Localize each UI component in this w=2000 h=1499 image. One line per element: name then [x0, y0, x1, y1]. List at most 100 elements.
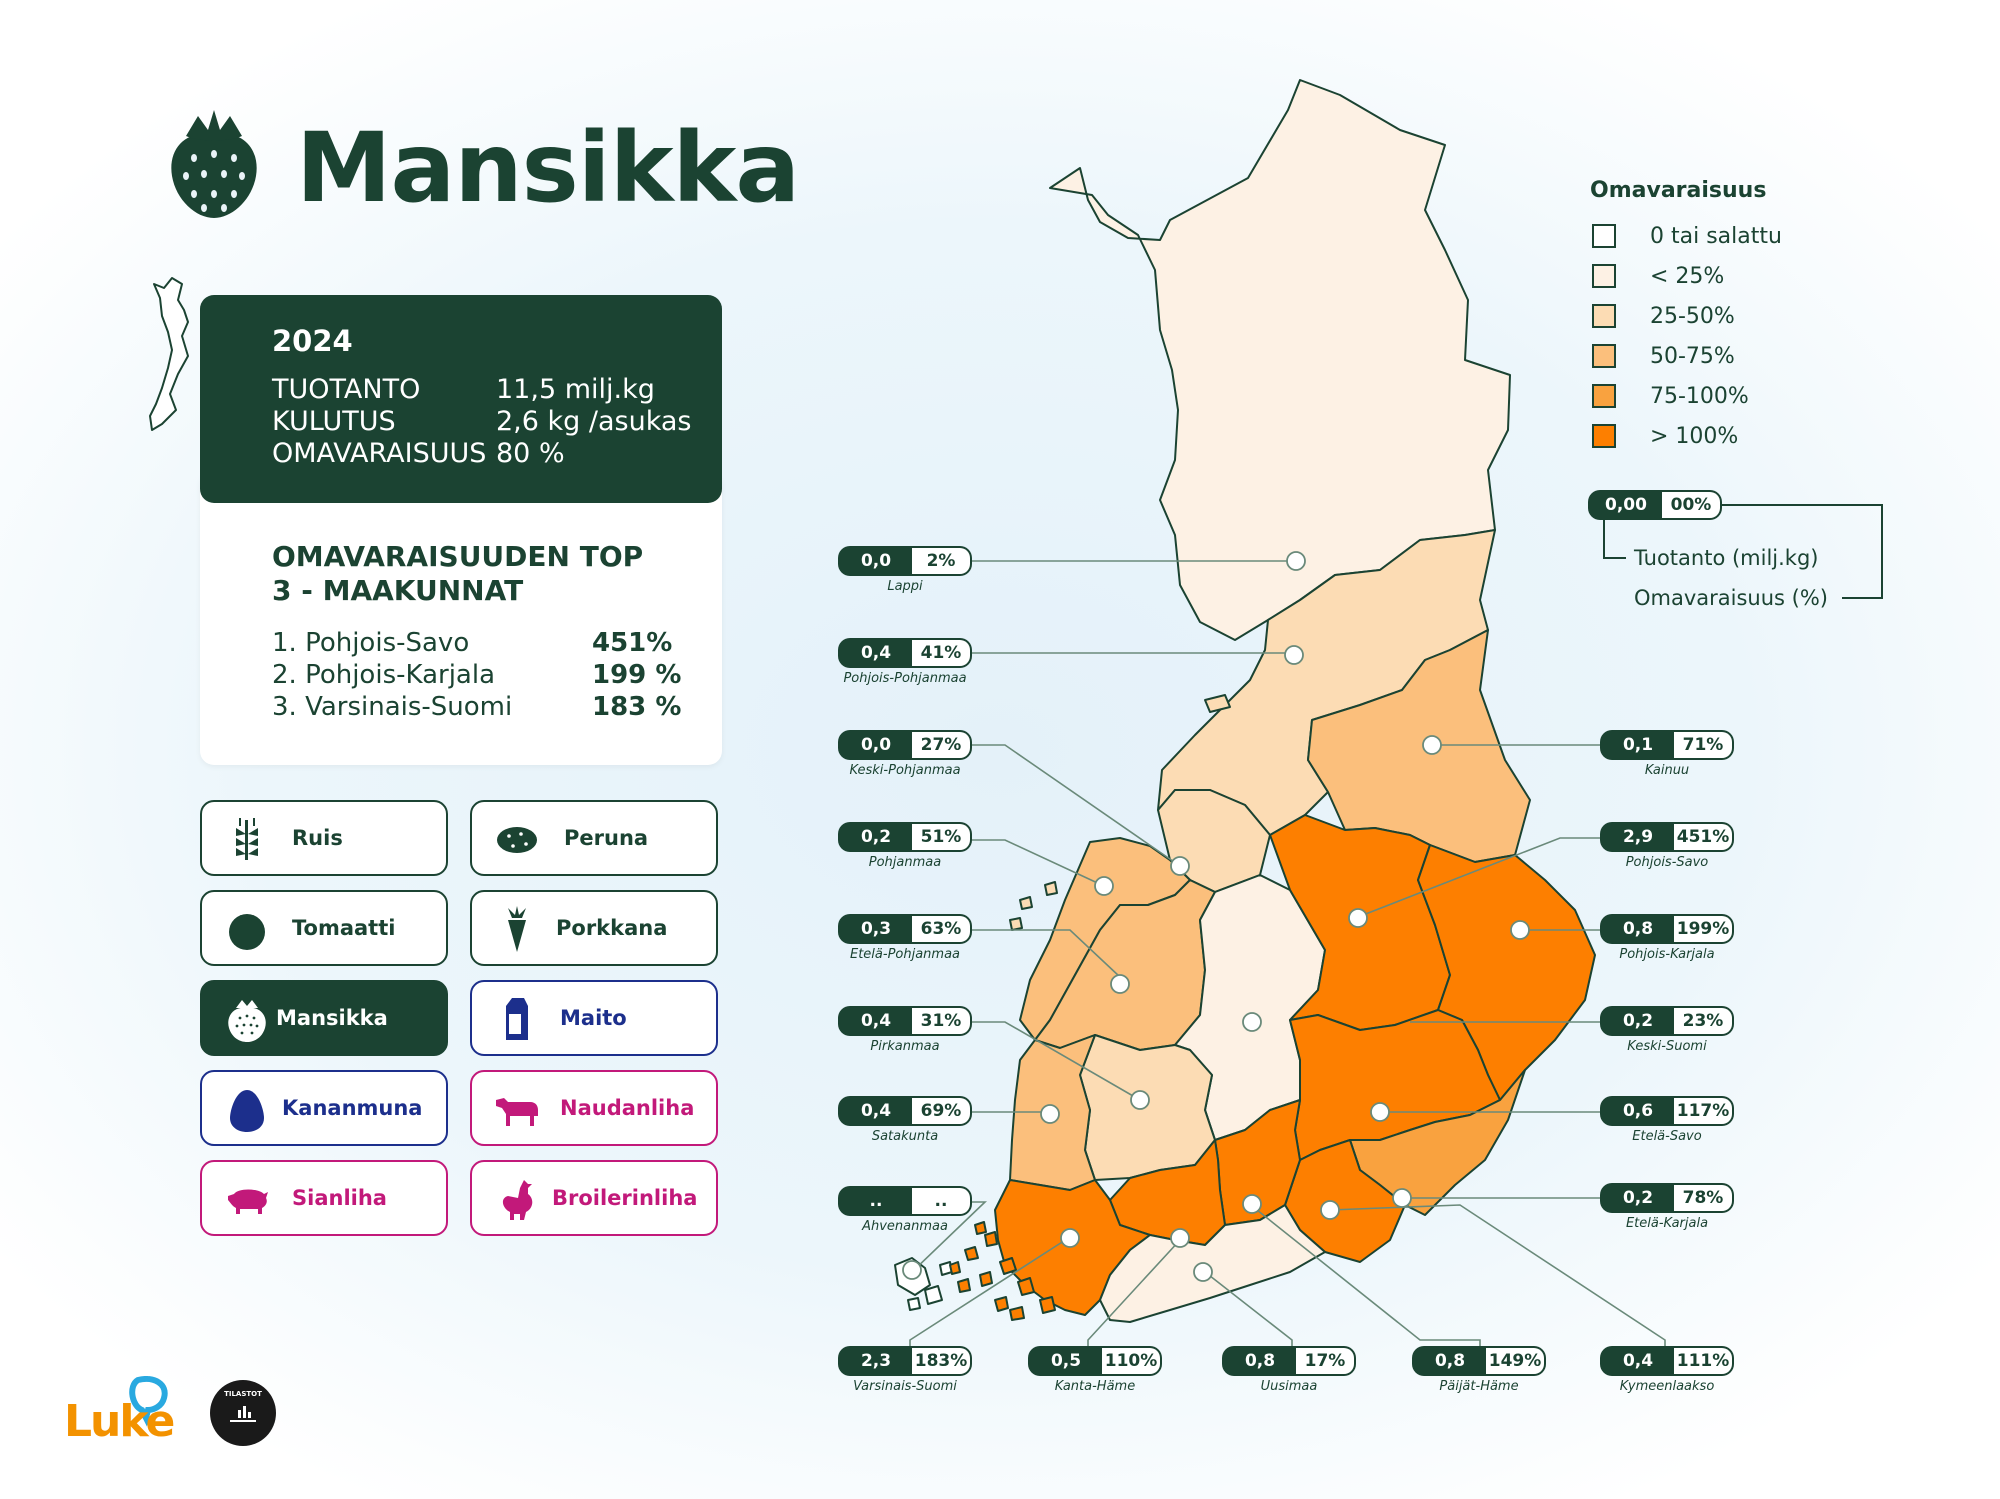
top3-value-1: 451%	[592, 628, 673, 658]
legend-label-4: 75-100%	[1650, 384, 1749, 409]
carrot-icon	[508, 906, 526, 952]
summary-value-selfsufficiency: 80 %	[496, 438, 565, 469]
marker-etela-savo	[1370, 1102, 1390, 1122]
region-tag-uusimaa[interactable]: 0,8 17% Uusimaa	[1222, 1346, 1356, 1394]
product-button-ruis[interactable]: Ruis	[200, 800, 448, 876]
product-button-peruna[interactable]: Peruna	[470, 800, 718, 876]
marker-pohjanmaa	[1094, 876, 1114, 896]
region-production-kanta-hame: 0,5	[1028, 1346, 1104, 1376]
marker-etela-karjala	[1392, 1188, 1412, 1208]
finland-outline-icon	[148, 276, 228, 446]
region-selfsufficiency-pohjois-karjala: 199%	[1674, 914, 1734, 944]
region-tag-pohjois-savo[interactable]: 2,9 451% Pohjois-Savo	[1600, 822, 1734, 870]
product-button-kananmuna[interactable]: Kananmuna	[200, 1070, 448, 1146]
wheat-icon	[236, 818, 258, 860]
tomato-icon	[229, 914, 265, 950]
product-button-tomaatti[interactable]: Tomaatti	[200, 890, 448, 966]
product-button-naudanliha[interactable]: Naudanliha	[470, 1070, 718, 1146]
tilastot-logo: TILASTOT	[210, 1380, 276, 1446]
top3-card	[200, 470, 722, 765]
region-selfsufficiency-uusimaa: 17%	[1296, 1346, 1356, 1376]
region-selfsufficiency-kymeenlaakso: 111%	[1674, 1346, 1734, 1376]
region-name-ahvenanmaa: Ahvenanmaa	[862, 1219, 948, 1234]
region-production-etela-karjala: 0,2	[1600, 1183, 1676, 1213]
region-production-kainuu: 0,1	[1600, 730, 1676, 760]
top3-item-1: 1. Pohjois-Savo	[272, 628, 470, 658]
legend-label-5: > 100%	[1650, 424, 1739, 449]
region-production-keski-pohjanmaa: 0,0	[838, 730, 914, 760]
summary-year: 2024	[272, 324, 353, 358]
product-label-kananmuna: Kananmuna	[282, 1096, 423, 1120]
region-selfsufficiency-pohjois-pohjanmaa: 41%	[912, 638, 972, 668]
region-tag-keski-suomi[interactable]: 0,2 23% Keski-Suomi	[1600, 1006, 1734, 1054]
summary-label-selfsufficiency: OMAVARAISUUS	[272, 438, 487, 469]
legend-swatch-0	[1592, 224, 1616, 248]
region-production-uusimaa: 0,8	[1222, 1346, 1298, 1376]
marker-kanta-hame	[1170, 1228, 1190, 1248]
region-tag-pohjois-karjala[interactable]: 0,8 199% Pohjois-Karjala	[1600, 914, 1734, 962]
region-tag-kymeenlaakso[interactable]: 0,4 111% Kymeenlaakso	[1600, 1346, 1734, 1394]
region-tag-etela-savo[interactable]: 0,6 117% Etelä-Savo	[1600, 1096, 1734, 1144]
product-label-peruna: Peruna	[564, 826, 649, 850]
product-button-broilerinliha[interactable]: Broilerinliha	[470, 1160, 718, 1236]
top3-item-3: 3. Varsinais-Suomi	[272, 692, 513, 722]
region-name-keski-suomi: Keski-Suomi	[1627, 1039, 1707, 1054]
legend-swatch-1	[1592, 264, 1616, 288]
region-name-varsinais-suomi: Varsinais-Suomi	[853, 1379, 957, 1394]
region-selfsufficiency-kanta-hame: 110%	[1102, 1346, 1162, 1376]
region-tag-kanta-hame[interactable]: 0,5 110% Kanta-Häme	[1028, 1346, 1162, 1394]
region-name-pohjanmaa: Pohjanmaa	[868, 855, 942, 870]
region-pirkanmaa[interactable]	[1079, 1034, 1216, 1181]
product-button-porkkana[interactable]: Porkkana	[470, 890, 718, 966]
legend-label-0: 0 tai salattu	[1650, 224, 1782, 249]
region-tag-lappi[interactable]: 0,0 2% Lappi	[838, 546, 972, 594]
product-button-maito[interactable]: Maito	[470, 980, 718, 1056]
region-production-satakunta: 0,4	[838, 1096, 914, 1126]
region-tag-satakunta[interactable]: 0,4 69% Satakunta	[838, 1096, 972, 1144]
milk-carton-icon	[506, 998, 528, 1040]
pig-icon	[228, 1189, 268, 1214]
product-label-ruis: Ruis	[292, 826, 343, 850]
region-tag-kainuu[interactable]: 0,1 71% Kainuu	[1600, 730, 1734, 778]
region-selfsufficiency-keski-pohjanmaa: 27%	[912, 730, 972, 760]
region-tag-pohjanmaa[interactable]: 0,2 51% Pohjanmaa	[838, 822, 972, 870]
region-tag-varsinais-suomi[interactable]: 2,3 183% Varsinais-Suomi	[838, 1346, 972, 1394]
region-tag-keski-pohjanmaa[interactable]: 0,0 27% Keski-Pohjanmaa	[838, 730, 972, 778]
region-name-pohjois-savo: Pohjois-Savo	[1625, 855, 1709, 870]
summary-card	[200, 295, 722, 503]
region-selfsufficiency-varsinais-suomi: 183%	[912, 1346, 972, 1376]
region-name-etela-pohjanmaa: Etelä-Pohjanmaa	[849, 947, 961, 962]
region-name-kainuu: Kainuu	[1644, 763, 1690, 778]
marker-pirkanmaa	[1130, 1090, 1150, 1110]
region-tag-ahvenanmaa[interactable]: .. .. Ahvenanmaa	[838, 1186, 972, 1234]
legend-title: Omavaraisuus	[1590, 178, 1767, 203]
marker-pohjois-savo	[1348, 908, 1368, 928]
region-uusimaa[interactable]	[1099, 1204, 1326, 1323]
region-name-uusimaa: Uusimaa	[1260, 1379, 1318, 1394]
region-tag-etela-karjala[interactable]: 0,2 78% Etelä-Karjala	[1600, 1183, 1734, 1231]
product-label-sianliha: Sianliha	[292, 1186, 387, 1210]
legend-swatch-4	[1592, 384, 1616, 408]
top3-value-2: 199 %	[592, 660, 682, 690]
region-selfsufficiency-etela-savo: 117%	[1674, 1096, 1734, 1126]
marker-pohjois-karjala	[1510, 920, 1530, 940]
region-tag-pohjois-pohjanmaa[interactable]: 0,4 41% Pohjois-Pohjanmaa	[838, 638, 972, 686]
legend-production-label: Tuotanto (milj.kg)	[1634, 546, 1819, 570]
marker-keski-suomi	[1242, 1012, 1262, 1032]
region-tag-etela-pohjanmaa[interactable]: 0,3 63% Etelä-Pohjanmaa	[838, 914, 972, 962]
top3-item-2: 2. Pohjois-Karjala	[272, 660, 496, 690]
region-production-paijat-hame: 0,8	[1412, 1346, 1488, 1376]
legend-label-1: < 25%	[1650, 264, 1725, 289]
product-button-mansikka[interactable]: Mansikka	[200, 980, 448, 1056]
luke-logo-text: Luke	[64, 1396, 175, 1447]
region-selfsufficiency-keski-suomi: 23%	[1674, 1006, 1734, 1036]
product-label-porkkana: Porkkana	[556, 916, 668, 940]
region-tag-paijat-hame[interactable]: 0,8 149% Päijät-Häme	[1412, 1346, 1546, 1394]
marker-uusimaa	[1193, 1262, 1213, 1282]
region-name-satakunta: Satakunta	[871, 1129, 939, 1144]
product-button-sianliha[interactable]: Sianliha	[200, 1160, 448, 1236]
cow-icon	[496, 1098, 538, 1126]
chicken-icon	[502, 1180, 533, 1220]
region-tag-pirkanmaa[interactable]: 0,4 31% Pirkanmaa	[838, 1006, 972, 1054]
